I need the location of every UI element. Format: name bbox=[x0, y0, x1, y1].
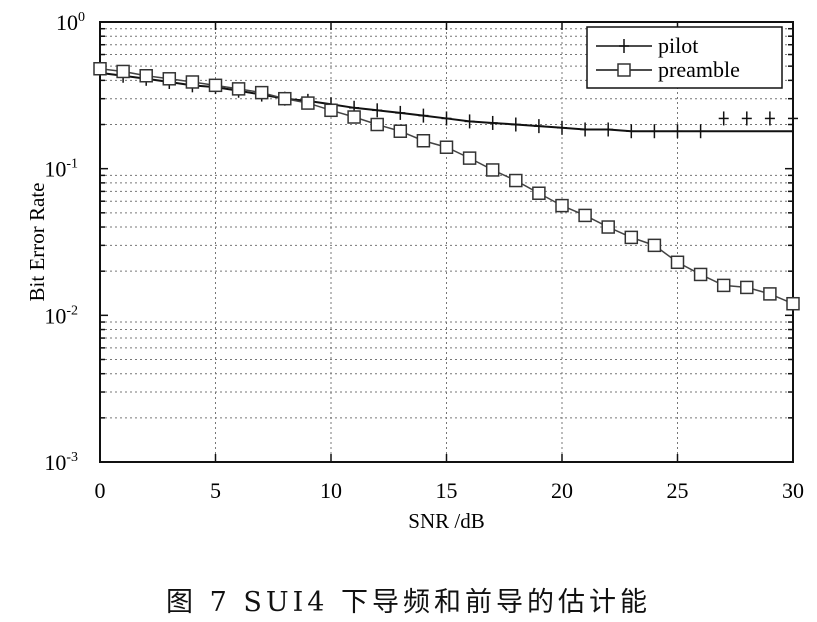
figure-caption: 图 7 SUI4 下导频和前导的估计能 bbox=[165, 587, 652, 618]
data-point-preamble bbox=[278, 91, 292, 106]
y-tick-label: 10-1 bbox=[44, 157, 78, 182]
data-point-preamble bbox=[439, 140, 454, 154]
y-axis-label: Bit Error Rate bbox=[25, 183, 49, 302]
plot-frame bbox=[99, 21, 794, 463]
data-point-preamble bbox=[254, 85, 269, 100]
data-point-pilot bbox=[718, 111, 729, 126]
data-point-pilot bbox=[649, 124, 660, 139]
x-tick-label: 30 bbox=[782, 478, 804, 503]
data-point-pilot bbox=[557, 120, 567, 135]
legend-marker-preamble bbox=[617, 63, 631, 77]
data-point-preamble bbox=[485, 163, 500, 177]
data-point-pilot bbox=[441, 111, 452, 126]
x-tick-label: 10 bbox=[320, 478, 342, 503]
data-point-pilot bbox=[764, 111, 775, 126]
x-tick-label: 25 bbox=[667, 478, 689, 503]
data-point-preamble bbox=[578, 208, 592, 223]
data-point-preamble bbox=[93, 62, 107, 76]
data-point-preamble bbox=[324, 103, 338, 118]
data-point-pilot bbox=[741, 111, 752, 126]
legend-label-preamble: preamble bbox=[658, 57, 740, 82]
data-point-preamble bbox=[786, 296, 800, 311]
data-point-pilot bbox=[788, 111, 798, 126]
data-point-pilot bbox=[603, 122, 614, 137]
data-point-preamble bbox=[162, 72, 177, 86]
data-point-preamble bbox=[231, 82, 246, 96]
data-point-preamble bbox=[416, 134, 431, 148]
y-tick-label: 10-2 bbox=[44, 303, 78, 328]
data-point-preamble bbox=[763, 287, 777, 301]
x-tick-label: 0 bbox=[95, 478, 106, 503]
data-point-preamble bbox=[532, 186, 546, 200]
x-axis-label: SNR /dB bbox=[408, 509, 484, 533]
data-point-preamble bbox=[462, 151, 477, 165]
data-point-pilot bbox=[672, 124, 683, 139]
x-tick-label: 20 bbox=[551, 478, 573, 503]
x-tick-label: 5 bbox=[210, 478, 221, 503]
data-point-preamble bbox=[370, 117, 384, 132]
y-tick-label: 100 bbox=[56, 10, 85, 35]
data-point-pilot bbox=[626, 124, 637, 139]
x-tick-label: 15 bbox=[436, 478, 458, 503]
data-point-preamble bbox=[509, 173, 523, 188]
legend-label-pilot: pilot bbox=[658, 33, 698, 58]
data-point-preamble bbox=[185, 75, 200, 89]
data-point-preamble bbox=[393, 124, 408, 138]
y-tick-label: 10-3 bbox=[44, 450, 78, 475]
data-point-pilot bbox=[487, 115, 498, 130]
data-point-pilot bbox=[695, 124, 706, 139]
data-point-pilot bbox=[395, 105, 406, 120]
legend-marker-pilot bbox=[619, 39, 629, 53]
data-point-pilot bbox=[418, 108, 429, 123]
data-point-preamble bbox=[693, 267, 708, 282]
data-point-pilot bbox=[372, 103, 383, 118]
data-point-preamble bbox=[601, 220, 615, 234]
legend-box bbox=[586, 26, 783, 89]
data-point-preamble bbox=[716, 278, 731, 293]
data-point-preamble bbox=[740, 280, 754, 295]
data-point-preamble bbox=[555, 198, 569, 213]
data-point-preamble bbox=[208, 78, 223, 93]
data-point-pilot bbox=[510, 117, 521, 132]
data-point-preamble bbox=[647, 238, 662, 253]
data-point-preamble bbox=[301, 96, 315, 110]
data-point-pilot bbox=[533, 119, 544, 134]
data-point-pilot bbox=[580, 122, 591, 137]
data-point-preamble bbox=[670, 255, 685, 270]
data-point-preamble bbox=[139, 69, 153, 83]
data-point-preamble bbox=[116, 64, 130, 79]
data-point-pilot bbox=[464, 114, 475, 129]
data-point-preamble bbox=[624, 230, 639, 245]
data-point-preamble bbox=[347, 110, 361, 124]
